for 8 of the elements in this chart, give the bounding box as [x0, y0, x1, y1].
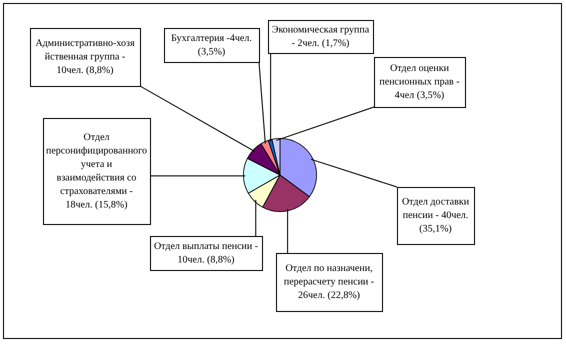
slice-label: Бухгалтерия -4чел. (3,5%): [171, 32, 252, 58]
slice-label: Отдел персонифицированного учета и взаимодействия со страхователями - 18чел. (15,8%): [46, 132, 148, 210]
slice-label: Административно-хозяйственная группа - 10чел. (8,8%): [35, 38, 135, 76]
slice-label: Экономическая группа - 2чел. (1,7%): [272, 24, 370, 49]
slice-label: Отдел доставки пенсии - 40чел. (35,1%): [402, 196, 470, 235]
slice-label: Отдел по назначени, перерасчету пенсии - 26чел. (22,8%): [284, 263, 374, 302]
slice-label: Отдел выплаты пенсии - 10чел. (8,8%): [154, 240, 258, 266]
slice-label: Отдел оценки пенсионных прав - 4чел (3,5%): [379, 63, 460, 102]
